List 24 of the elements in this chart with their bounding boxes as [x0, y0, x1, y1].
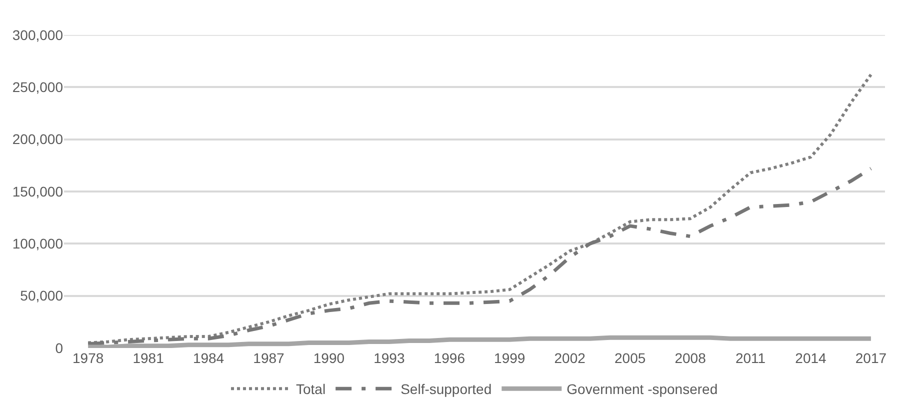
y-tick-label: 300,000: [12, 26, 64, 43]
x-tick-label: 1993: [374, 350, 405, 366]
x-tick-label: 1999: [494, 350, 526, 366]
y-tick-label: 250,000: [12, 79, 64, 96]
legend-label: Government -sponsered: [566, 381, 718, 398]
x-tick-label: 2017: [855, 350, 887, 366]
x-tick-label: 2014: [795, 350, 827, 366]
y-tick-label: 100,000: [12, 236, 64, 252]
x-tick-label: 2005: [614, 350, 646, 366]
y-tick-label: 200,000: [12, 131, 64, 148]
x-tick-label: 2002: [554, 350, 586, 366]
legend-label: Total: [296, 381, 326, 398]
y-tick-label: 50,000: [20, 288, 64, 304]
x-tick-label: 1978: [72, 350, 104, 366]
x-tick-label: 1990: [313, 350, 345, 366]
x-tick-label: 1984: [192, 350, 224, 366]
x-tick-label: 1996: [434, 350, 466, 366]
legend-label: Self-supported: [400, 381, 492, 398]
x-tick-label: 1987: [253, 350, 285, 366]
y-tick-label: 150,000: [12, 183, 64, 200]
x-tick-label: 2008: [674, 350, 706, 366]
y-tick-label: 0: [55, 340, 64, 356]
x-tick-label: 2011: [735, 350, 766, 366]
x-tick-label: 1981: [132, 350, 164, 366]
